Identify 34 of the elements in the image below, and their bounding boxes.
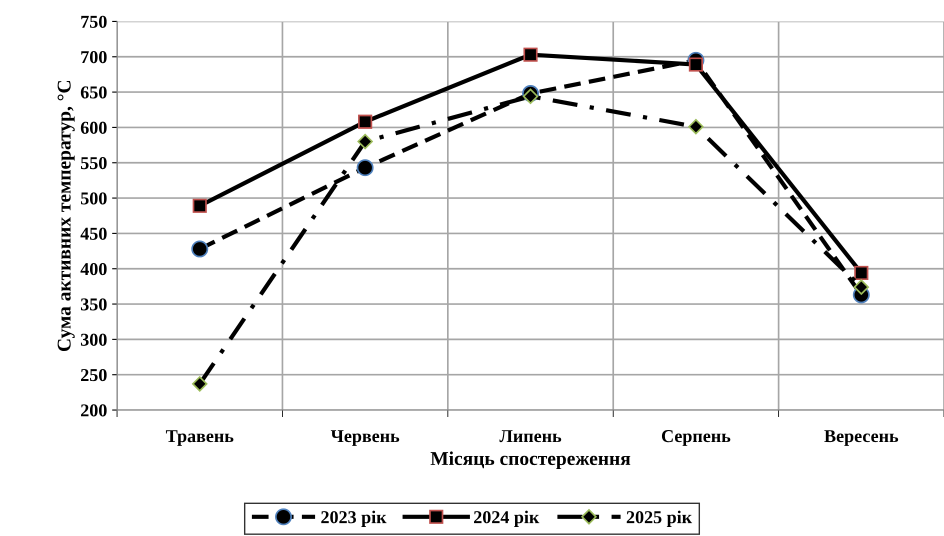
point xyxy=(854,266,868,280)
y-tick-label: 250 xyxy=(81,368,107,382)
legend-label: 2025 рік xyxy=(626,510,692,527)
y-tick-label: 400 xyxy=(80,262,107,276)
point xyxy=(688,57,703,72)
point xyxy=(358,114,372,129)
y-tick-label: 550 xyxy=(80,157,107,170)
x-tick-label: Вересень xyxy=(824,430,898,446)
point xyxy=(688,119,704,134)
y-tick-label: 750 xyxy=(81,16,107,28)
legend-label: 2024 рік xyxy=(474,510,540,527)
y-tick-label: 200 xyxy=(81,404,107,416)
point xyxy=(191,240,208,258)
legend-label: 2023 рік xyxy=(321,510,387,527)
y-tick-label: 300 xyxy=(80,334,107,346)
point xyxy=(192,376,208,392)
y-tick-label: 600 xyxy=(80,122,107,134)
point xyxy=(356,159,374,176)
x-tick-label: Липень xyxy=(499,430,562,442)
x-tick-label: Червень xyxy=(330,430,400,446)
point xyxy=(523,48,538,62)
y-tick-label: 450 xyxy=(80,228,107,240)
point xyxy=(357,134,373,150)
point xyxy=(854,279,870,295)
y-tick-label: 650 xyxy=(80,86,107,99)
x-axis-title: Місяць спостереження xyxy=(430,451,630,470)
x-tick-label: Травень xyxy=(166,430,234,446)
y-tick-label: 350 xyxy=(80,298,107,310)
y-tick-label: 700 xyxy=(81,51,107,64)
point xyxy=(522,88,538,104)
x-tick-label: Серпень xyxy=(662,430,730,446)
y-axis-title: Сума активних температур, °С xyxy=(58,80,75,352)
point xyxy=(192,198,207,213)
y-tick-label: 500 xyxy=(80,192,107,205)
